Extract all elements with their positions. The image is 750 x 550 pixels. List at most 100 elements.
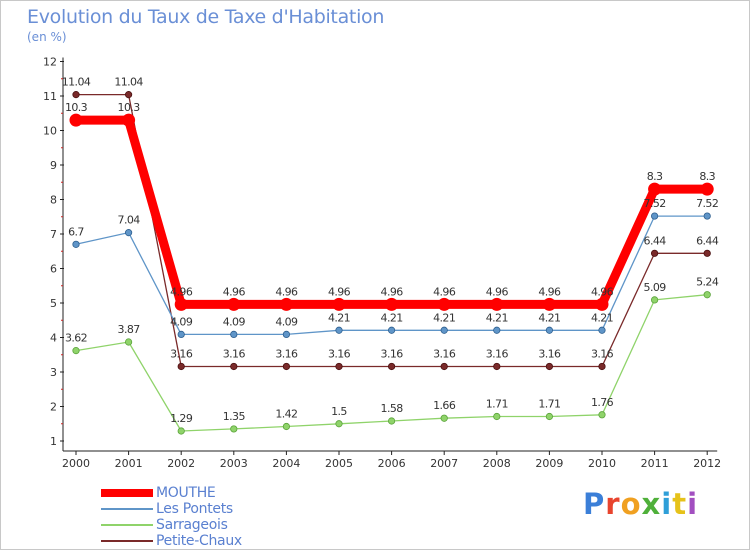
- y-tick-label: 10: [43, 125, 57, 138]
- data-label: 3.16: [223, 347, 246, 360]
- data-label: 1.35: [223, 410, 246, 423]
- series-line-mouthe: [71, 115, 712, 309]
- data-label: 4.21: [381, 311, 403, 324]
- data-label: 3.87: [118, 323, 141, 336]
- data-point: [493, 326, 501, 334]
- data-label: 4.21: [591, 311, 613, 324]
- x-tick-label: 2010: [588, 457, 616, 470]
- y-tick-label: 12: [43, 56, 57, 69]
- legend-label: Sarrageois: [156, 517, 228, 533]
- data-point: [282, 330, 290, 338]
- data-label: 3.16: [433, 347, 456, 360]
- logo-letter: P: [583, 487, 606, 521]
- data-point: [122, 113, 136, 127]
- data-label: 4.96: [328, 285, 351, 298]
- x-tick-label: 2002: [167, 457, 195, 470]
- data-point: [598, 411, 606, 419]
- data-point: [230, 330, 238, 338]
- data-point: [335, 362, 343, 371]
- x-tick-label: 2000: [62, 457, 90, 470]
- data-point: [493, 362, 501, 371]
- data-label: 3.16: [486, 347, 509, 360]
- data-label: 3.62: [65, 332, 87, 345]
- data-label: 1.76: [591, 396, 614, 409]
- data-label: 8.3: [699, 170, 715, 183]
- y-tick-label: 1: [50, 435, 57, 448]
- data-point: [177, 427, 185, 435]
- x-tick-label: 2007: [430, 457, 458, 470]
- data-point: [125, 91, 133, 99]
- logo-letter: i: [687, 487, 699, 521]
- data-point: [440, 362, 448, 371]
- data-label: 3.16: [170, 347, 193, 360]
- x-tick-label: 2004: [272, 457, 300, 470]
- data-label: 6.7: [68, 225, 84, 238]
- x-tick-label: 2001: [115, 457, 143, 470]
- chart-subtitle: (en %): [27, 30, 67, 44]
- y-tick-label: 8: [50, 194, 57, 207]
- data-point: [72, 91, 80, 99]
- data-point: [545, 412, 554, 421]
- y-tick-label: 11: [43, 90, 57, 103]
- y-tick-label: 9: [50, 159, 57, 172]
- data-label: 4.21: [486, 311, 508, 324]
- data-point: [493, 412, 501, 421]
- data-point: [282, 362, 290, 371]
- data-point: [703, 212, 711, 220]
- legend-swatch: [101, 540, 153, 542]
- y-tick-label: 6: [50, 263, 57, 276]
- x-tick-label: 2006: [378, 457, 406, 470]
- logo-letter: x: [641, 487, 662, 521]
- data-label: 4.96: [486, 285, 509, 298]
- data-point: [387, 417, 396, 425]
- data-point: [650, 212, 659, 220]
- legend-label: MOUTHE: [156, 485, 216, 501]
- logo-letter: t: [672, 487, 688, 521]
- data-point: [177, 330, 185, 338]
- data-label: 1.58: [381, 402, 404, 415]
- data-label: 4.09: [170, 315, 193, 328]
- data-label: 3.16: [591, 347, 614, 360]
- data-label: 3.16: [275, 347, 298, 360]
- data-label: 7.52: [696, 197, 718, 210]
- data-point: [650, 249, 659, 257]
- data-label: 1.29: [170, 412, 193, 425]
- data-label: 6.44: [696, 234, 719, 247]
- data-point: [542, 297, 556, 311]
- data-point: [385, 297, 399, 311]
- legend-swatch: [101, 524, 153, 526]
- y-tick-label: 4: [50, 332, 57, 345]
- x-tick-label: 2012: [693, 457, 721, 470]
- data-label: 4.21: [328, 311, 350, 324]
- data-label: 10.3: [65, 101, 88, 114]
- legend-swatch: [101, 508, 153, 510]
- data-label: 1.66: [433, 399, 456, 412]
- logo-letter: r: [605, 487, 621, 521]
- data-point: [177, 362, 185, 371]
- data-point: [598, 326, 606, 334]
- data-label: 4.96: [170, 285, 193, 298]
- x-tick-label: 2008: [483, 457, 511, 470]
- data-point: [648, 182, 662, 196]
- data-label: 3.16: [538, 347, 561, 360]
- data-label: 4.96: [275, 285, 298, 298]
- data-label: 6.44: [644, 234, 667, 247]
- data-label: 4.96: [433, 285, 456, 298]
- data-label: 5.24: [696, 276, 719, 289]
- chart-title: Evolution du Taux de Taxe d'Habitation: [27, 6, 385, 28]
- data-label: 10.3: [118, 101, 141, 114]
- data-point: [72, 347, 80, 355]
- logo-letter: i: [661, 487, 673, 521]
- x-tick-label: 2011: [641, 457, 669, 470]
- legend-label: Petite-Chaux: [156, 533, 242, 549]
- data-label: 1.71: [538, 398, 560, 411]
- data-point: [440, 326, 448, 334]
- data-point: [230, 425, 238, 433]
- data-point: [490, 297, 504, 311]
- legend-label: Les Pontets: [156, 501, 233, 517]
- logo-letter: o: [620, 487, 642, 521]
- y-tick-label: 7: [50, 228, 57, 241]
- data-point: [335, 420, 343, 428]
